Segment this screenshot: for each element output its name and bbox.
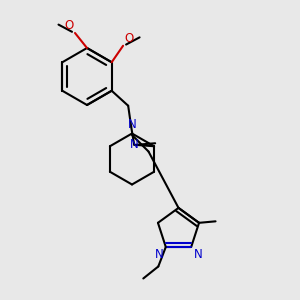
Text: N: N: [130, 138, 139, 151]
Text: O: O: [65, 19, 74, 32]
Text: N: N: [155, 248, 164, 261]
Text: N: N: [194, 248, 202, 261]
Text: O: O: [124, 32, 133, 45]
Text: N: N: [128, 118, 136, 131]
